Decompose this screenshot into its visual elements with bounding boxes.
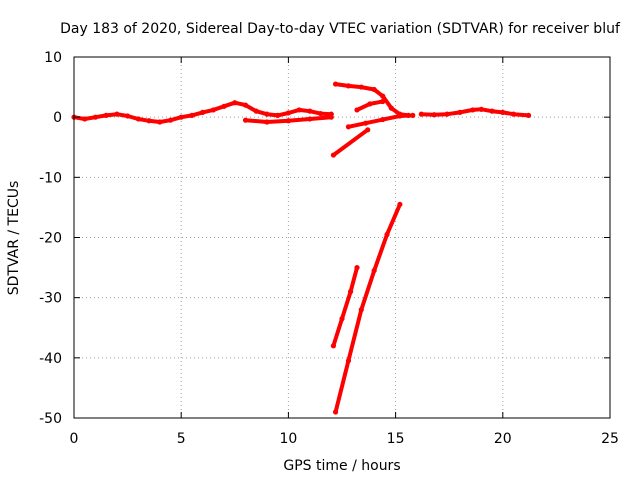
- data-point: [478, 106, 484, 112]
- data-point: [371, 267, 377, 274]
- y-tick-label: 10: [44, 50, 62, 66]
- series-steep-long: [333, 202, 402, 414]
- data-point: [103, 112, 109, 118]
- data-point: [500, 109, 506, 115]
- data-point: [210, 107, 216, 113]
- data-point: [296, 107, 302, 113]
- data-point: [232, 100, 238, 106]
- data-point: [285, 110, 291, 116]
- data-point: [354, 264, 360, 271]
- data-point: [317, 110, 324, 117]
- y-tick-label: -30: [39, 291, 62, 307]
- x-tick-label: 20: [494, 431, 512, 447]
- data-point: [285, 118, 291, 124]
- axis-ticks: 0 5 10 15 20 25 -50 -40 -30 -20 -10 0 10: [39, 50, 619, 447]
- data-point: [470, 107, 476, 113]
- data-point: [347, 289, 354, 295]
- data-point: [367, 101, 373, 107]
- data-point: [114, 111, 120, 117]
- data-point: [354, 107, 360, 113]
- data-point: [371, 86, 377, 93]
- data-point: [330, 152, 337, 158]
- data-point: [221, 103, 227, 109]
- data-point: [200, 109, 206, 115]
- x-tick-label: 15: [387, 431, 405, 447]
- x-tick-label: 10: [279, 431, 297, 447]
- data-point: [92, 114, 99, 120]
- data-point: [332, 409, 339, 415]
- data-point: [380, 98, 386, 105]
- data-point: [332, 81, 339, 87]
- y-tick-label: -40: [39, 351, 62, 367]
- data-point: [418, 111, 424, 117]
- data-point: [510, 111, 517, 117]
- data-point: [431, 112, 437, 118]
- data-point: [328, 114, 334, 120]
- data-point: [345, 83, 352, 89]
- y-tick-label: -50: [39, 411, 62, 427]
- x-tick-label: 5: [177, 431, 186, 447]
- series-short-descending: [331, 127, 370, 158]
- data-point: [242, 117, 249, 123]
- grid-lines: [74, 57, 610, 418]
- data-point: [253, 108, 259, 114]
- data-point: [167, 117, 174, 123]
- data-point: [397, 113, 403, 119]
- data-point: [307, 108, 313, 114]
- data-point: [358, 307, 364, 313]
- data-point: [307, 116, 313, 122]
- data-point: [362, 120, 369, 126]
- data-point: [397, 201, 403, 208]
- data-point: [82, 116, 88, 122]
- chart-title: Day 183 of 2020, Sidereal Day-to-day VTE…: [60, 21, 621, 37]
- series-evening: [419, 107, 531, 118]
- data-point: [525, 112, 532, 118]
- x-tick-label: 0: [70, 431, 79, 447]
- y-axis-label: SDTVAR / TECUs: [6, 181, 22, 296]
- data-point: [157, 119, 163, 125]
- data-point: [330, 343, 337, 349]
- data-point: [146, 118, 152, 124]
- y-tick-label: -20: [39, 231, 62, 247]
- data-point: [345, 358, 352, 364]
- data-point: [178, 114, 184, 120]
- data-point: [135, 116, 141, 122]
- data-point: [388, 105, 394, 111]
- data-point: [384, 231, 390, 238]
- data-point: [189, 112, 195, 118]
- y-tick-label: -10: [39, 170, 62, 186]
- data-point: [264, 119, 270, 125]
- data-point: [275, 112, 281, 118]
- data-point: [457, 109, 463, 115]
- data-point: [444, 111, 450, 117]
- data-point: [125, 113, 131, 119]
- data-point: [358, 84, 364, 90]
- data-point: [380, 116, 386, 123]
- data-point: [339, 316, 345, 322]
- data-series: [71, 81, 532, 415]
- series-steep-short: [331, 265, 359, 348]
- data-point: [489, 108, 495, 114]
- data-point: [264, 111, 270, 117]
- y-tick-label: 0: [53, 110, 62, 126]
- data-point: [345, 124, 352, 130]
- x-axis-label: GPS time / hours: [283, 458, 400, 474]
- data-point: [410, 112, 416, 118]
- data-point: [242, 102, 249, 108]
- data-point: [380, 93, 386, 99]
- data-point: [365, 127, 371, 133]
- x-tick-label: 25: [601, 431, 619, 447]
